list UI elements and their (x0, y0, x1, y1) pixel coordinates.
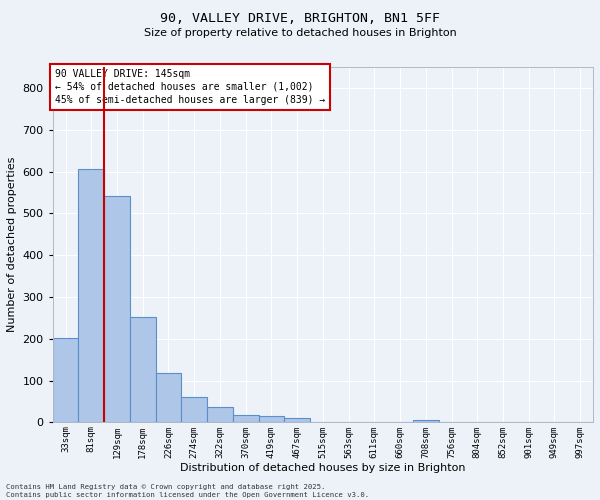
Bar (79, 170, 104, 422)
Bar (53, 338, 79, 422)
Text: Contains HM Land Registry data © Crown copyright and database right 2025.
Contai: Contains HM Land Registry data © Crown c… (6, 484, 369, 498)
Bar (233, 415, 259, 422)
Bar (284, 418, 310, 422)
Text: Size of property relative to detached houses in Brighton: Size of property relative to detached ho… (143, 28, 457, 38)
Bar (181, 398, 207, 422)
Bar (104, 196, 130, 422)
Bar (155, 373, 181, 422)
Text: 90 VALLEY DRIVE: 145sqm
← 54% of detached houses are smaller (1,002)
45% of semi: 90 VALLEY DRIVE: 145sqm ← 54% of detache… (55, 68, 326, 105)
X-axis label: Distribution of detached houses by size in Brighton: Distribution of detached houses by size … (180, 463, 466, 473)
Bar (413, 420, 439, 422)
Bar (259, 416, 284, 422)
Text: 90, VALLEY DRIVE, BRIGHTON, BN1 5FF: 90, VALLEY DRIVE, BRIGHTON, BN1 5FF (160, 12, 440, 26)
Bar (207, 408, 233, 422)
Y-axis label: Number of detached properties: Number of detached properties (7, 157, 17, 332)
Bar (130, 318, 155, 422)
